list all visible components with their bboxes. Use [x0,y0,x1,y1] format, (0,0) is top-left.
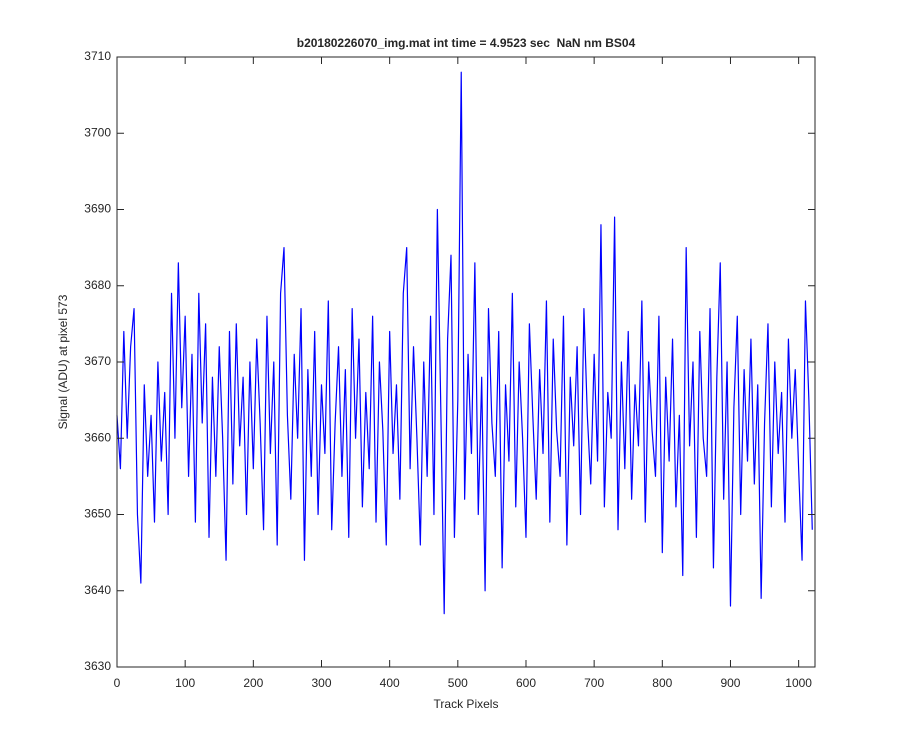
x-tick-label: 1000 [785,676,812,690]
x-tick-label: 200 [243,676,263,690]
x-tick-label: 900 [720,676,740,690]
y-tick-label: 3700 [84,125,111,139]
chart-title: b20180226070_img.mat int time = 4.9523 s… [297,36,636,50]
x-tick-label: 700 [584,676,604,690]
x-tick-label: 400 [380,676,400,690]
x-tick-label: 100 [175,676,195,690]
y-axis-label: Signal (ADU) at pixel 573 [56,294,70,429]
x-tick-label: 600 [516,676,536,690]
y-tick-label: 3630 [84,659,111,673]
x-tick-label: 800 [652,676,672,690]
y-tick-label: 3660 [84,430,111,444]
x-tick-label: 500 [448,676,468,690]
y-tick-label: 3710 [84,49,111,63]
y-tick-label: 3670 [84,354,111,368]
x-tick-label: 0 [114,676,121,690]
y-tick-label: 3690 [84,202,111,216]
y-tick-label: 3680 [84,278,111,292]
x-tick-label: 300 [311,676,331,690]
y-tick-label: 3650 [84,507,111,521]
data-line [116,71,813,615]
x-axis-label: Track Pixels [434,697,499,711]
y-tick-label: 3640 [84,583,111,597]
